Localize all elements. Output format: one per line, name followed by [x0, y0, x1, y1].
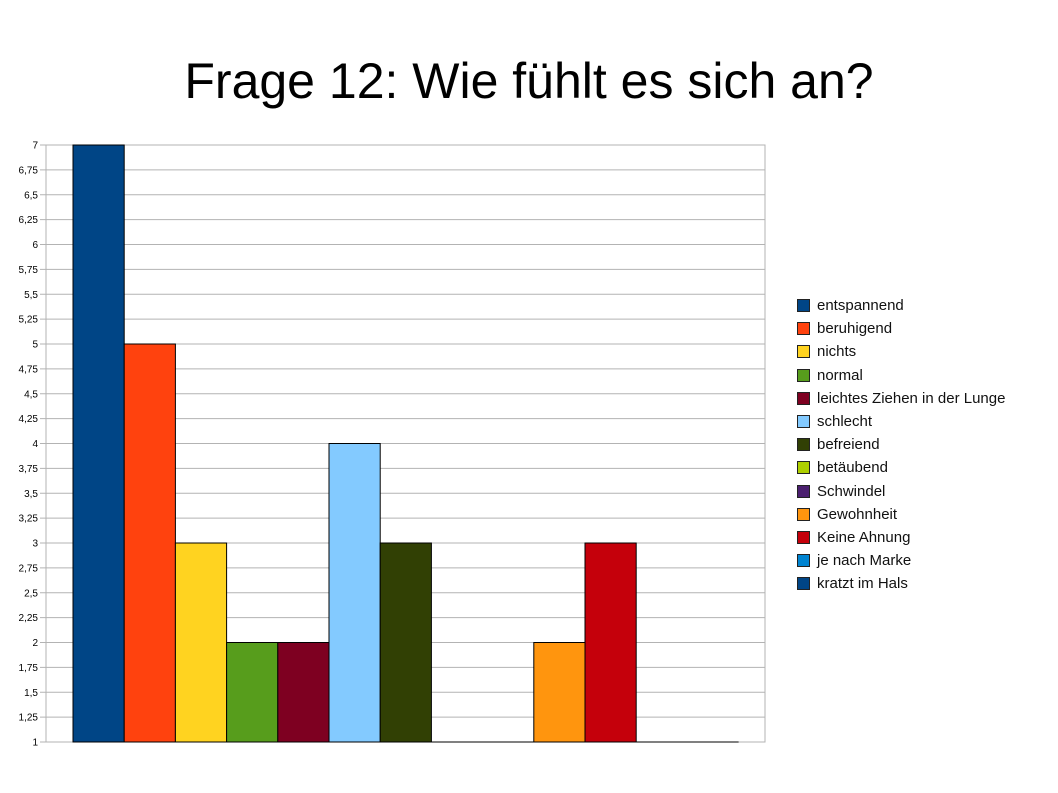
bar-nichts [174, 542, 228, 743]
legend-label: beruhigend [817, 320, 893, 338]
legend-swatch [797, 345, 810, 359]
legend-item: kratzt im Hals [797, 572, 1005, 595]
legend-label: schlecht [817, 413, 873, 431]
y-tick-label: 1,5 [24, 688, 38, 699]
y-tick-label: 3 [32, 539, 38, 550]
legend-label: kratzt im Hals [817, 575, 908, 593]
y-tick-label: 3,25 [19, 514, 39, 525]
legend-label: leichtes Ziehen in der Lunge [817, 389, 1006, 407]
y-tick-label: 2 [32, 638, 38, 649]
y-tick-label: 6,5 [24, 190, 38, 201]
legend-label: betäubend [817, 459, 888, 477]
legend-swatch [797, 415, 810, 429]
y-tick-label: 3,5 [24, 489, 38, 500]
legend-item: je nach Marke [797, 549, 1005, 572]
bar-befreiend [379, 542, 432, 743]
legend-swatch [797, 368, 810, 382]
y-tick-label: 4 [32, 439, 38, 450]
legend-label: Schwindel [817, 482, 886, 500]
legend-swatch [797, 322, 810, 336]
y-tick-label: 4,5 [24, 389, 38, 400]
y-tick-label: 4,25 [19, 414, 39, 425]
y-tick-label: 5,75 [19, 265, 39, 276]
legend-item: nichts [797, 340, 1005, 363]
legend-swatch [797, 554, 810, 568]
legend-item: Keine Ahnung [797, 526, 1005, 549]
y-tick-label: 7 [32, 141, 38, 152]
y-tick-label: 6 [32, 240, 38, 251]
slide-title: Frage 12: Wie fühlt es sich an? [184, 53, 874, 109]
legend-swatch [797, 299, 810, 313]
legend-label: Keine Ahnung [817, 528, 911, 546]
bar-entspannend [72, 144, 125, 743]
bars [72, 144, 637, 743]
legend: entspannend beruhigend nichts normal leichte… [797, 294, 1005, 595]
legend-swatch [797, 530, 810, 544]
y-tick-label: 2,75 [19, 563, 39, 574]
legend-swatch [797, 461, 810, 475]
legend-label: nichts [817, 343, 857, 361]
y-tick-label: 2,5 [24, 588, 38, 599]
y-tick-label: 5 [32, 340, 38, 351]
legend-label: normal [817, 366, 863, 384]
bar-leichtes-ziehen-in-der-lunge [277, 642, 330, 743]
legend-swatch [797, 507, 810, 521]
legend-swatch [797, 577, 810, 591]
y-tick-label: 1,75 [19, 663, 39, 674]
legend-item: Schwindel [797, 480, 1005, 503]
legend-item: befreiend [797, 433, 1005, 456]
legend-swatch [797, 484, 810, 498]
y-tick-label: 5,25 [19, 315, 39, 326]
y-tick-label: 4,75 [19, 364, 39, 375]
y-tick-label: 1 [32, 738, 38, 749]
bar-normal [226, 642, 279, 743]
y-tick-label: 1,25 [19, 713, 39, 724]
y-tick-label: 6,25 [19, 215, 39, 226]
y-tick-label: 5,5 [24, 290, 38, 301]
legend-swatch [797, 391, 810, 405]
legend-item: normal [797, 364, 1005, 387]
legend-item: entspannend [797, 294, 1005, 317]
legend-item: leichtes Ziehen in der Lunge [797, 387, 1005, 410]
bar-beruhigend [123, 343, 176, 743]
y-axis-ticks: 7 6,75 6,5 6,25 6 5,75 5,5 5,25 5 4,75 4,5 4,25 4 3,7… [19, 141, 39, 749]
legend-label: befreiend [817, 436, 880, 454]
legend-item: beruhigend [797, 317, 1005, 340]
bar-gewohnheit [533, 642, 586, 743]
legend-label: je nach Marke [817, 552, 912, 570]
legend-item: betäubend [797, 456, 1005, 479]
legend-item: Gewohnheit [797, 503, 1005, 526]
legend-label: Gewohnheit [817, 505, 898, 523]
y-tick-label: 2,25 [19, 613, 39, 624]
legend-item: schlecht [797, 410, 1005, 433]
y-tick-label: 6,75 [19, 165, 39, 176]
legend-swatch [797, 438, 810, 452]
legend-label: entspannend [817, 297, 904, 315]
bar-schlecht [328, 443, 381, 743]
bar-keine-ahnung [584, 542, 637, 743]
y-tick-label: 3,75 [19, 464, 39, 475]
